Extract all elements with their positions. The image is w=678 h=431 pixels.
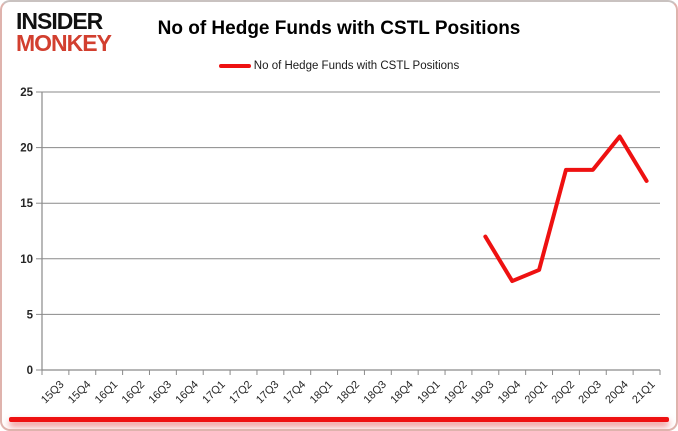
logo-line2: MONKEY [16,29,112,56]
svg-text:18Q3: 18Q3 [361,379,389,407]
y-axis-labels: 0 5 10 15 20 25 [20,87,33,377]
svg-text:20Q3: 20Q3 [576,379,604,407]
svg-text:19Q3: 19Q3 [469,379,497,407]
svg-text:5: 5 [27,309,34,321]
svg-text:20Q1: 20Q1 [523,379,551,407]
axes [41,92,660,371]
svg-text:18Q4: 18Q4 [388,379,416,407]
svg-text:16Q3: 16Q3 [147,379,175,407]
legend-label: No of Hedge Funds with CSTL Positions [253,60,460,72]
svg-text:20Q2: 20Q2 [550,379,578,407]
svg-text:16Q2: 16Q2 [120,379,148,407]
series-line [483,134,649,284]
logo-line1: INSIDER [16,8,103,34]
svg-text:18Q1: 18Q1 [308,379,336,407]
svg-text:19Q1: 19Q1 [415,379,443,407]
svg-text:20: 20 [20,143,33,155]
legend-line-swatch [218,64,251,68]
gridlines [42,91,660,315]
svg-text:21Q1: 21Q1 [630,379,658,407]
svg-text:17Q3: 17Q3 [254,379,282,407]
svg-text:17Q2: 17Q2 [227,379,255,407]
legend: No of Hedge Funds with CSTL Positions [2,60,676,72]
svg-text:15Q4: 15Q4 [66,379,94,407]
svg-text:19Q4: 19Q4 [496,379,524,407]
tick-marks [36,91,661,375]
svg-text:15Q3: 15Q3 [39,379,67,407]
svg-text:16Q1: 16Q1 [93,379,121,407]
svg-text:19Q2: 19Q2 [442,379,470,407]
svg-text:17Q1: 17Q1 [200,379,228,407]
insider-monkey-logo: INSIDER MONKEY [16,8,112,56]
svg-text:25: 25 [20,87,33,99]
chart-title: No of Hedge Funds with CSTL Positions [157,18,521,39]
svg-text:0: 0 [27,365,33,377]
svg-text:10: 10 [20,254,33,266]
x-axis-labels: 15Q3 15Q4 16Q1 16Q2 16Q3 16Q4 17Q1 17Q2 17Q3 17Q4… [39,379,658,407]
svg-text:18Q2: 18Q2 [335,379,363,407]
svg-text:15: 15 [20,198,33,210]
svg-text:16Q4: 16Q4 [173,379,201,407]
svg-text:20Q4: 20Q4 [603,379,631,407]
bottom-red-bar [9,417,669,422]
svg-text:17Q4: 17Q4 [281,379,309,407]
